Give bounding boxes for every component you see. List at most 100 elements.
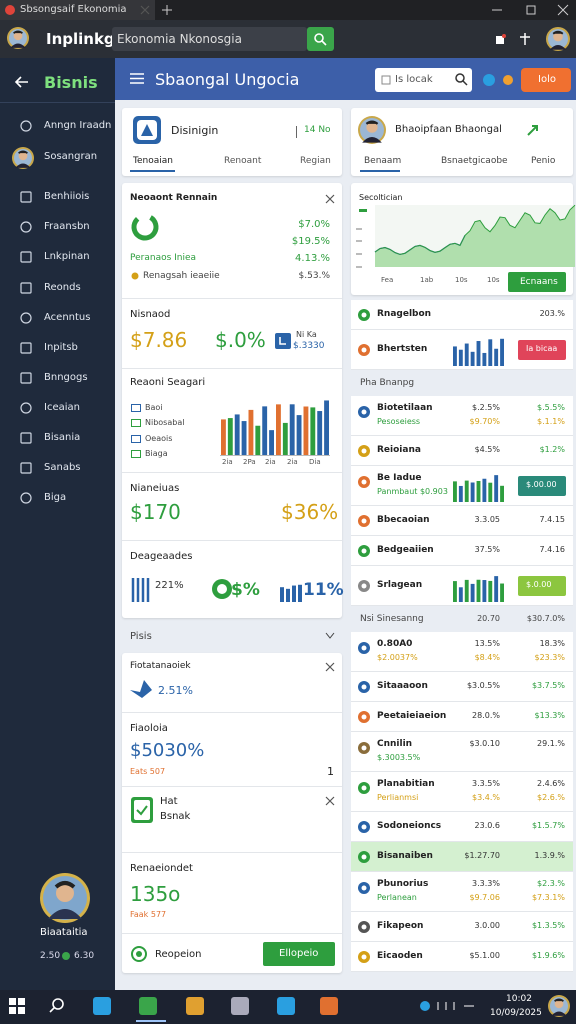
close-icon[interactable]	[140, 5, 150, 15]
list-row[interactable]	[351, 672, 573, 702]
row-button[interactable]	[518, 340, 566, 360]
tab[interactable]: Bsnaetgicaobe	[441, 156, 508, 166]
maximize[interactable]	[526, 5, 536, 15]
chart-button[interactable]	[508, 272, 566, 292]
nav-item[interactable]: Iceaian	[44, 402, 80, 413]
list-row[interactable]	[351, 536, 573, 566]
taskbar-app[interactable]	[277, 997, 295, 1015]
clock-date: 10/09/2025	[490, 1008, 542, 1018]
list-row[interactable]	[351, 506, 573, 536]
list-row[interactable]	[351, 732, 573, 772]
divider	[0, 102, 115, 103]
header	[115, 58, 576, 100]
big-value: $7.86	[130, 328, 188, 352]
close-window[interactable]	[557, 4, 569, 16]
list-row[interactable]	[351, 436, 573, 466]
row-button[interactable]	[518, 576, 566, 596]
nav-item[interactable]: Bisania	[44, 432, 81, 443]
search-icon	[314, 33, 327, 46]
value: 3.0.00	[474, 921, 500, 930]
taskbar-app[interactable]	[231, 997, 249, 1015]
button-label: Ellopeio	[279, 948, 319, 959]
trend-icon	[527, 125, 538, 136]
tab[interactable]: Benaam	[364, 156, 402, 166]
list-row[interactable]	[351, 300, 573, 330]
header-button[interactable]	[521, 68, 571, 92]
legend-swatch	[131, 435, 141, 443]
list-row[interactable]	[351, 912, 573, 942]
divider	[122, 852, 342, 853]
nav-item[interactable]: Sosangran	[44, 151, 98, 162]
field-icon	[381, 75, 391, 85]
row-icon	[358, 742, 370, 754]
list-heading: Nsi Sinesanng	[360, 614, 424, 624]
search-button[interactable]	[307, 27, 334, 51]
taskbar-app[interactable]	[186, 997, 204, 1015]
stat: 14 No	[304, 125, 331, 135]
button-label: Iolo	[538, 74, 556, 85]
notification-icon[interactable]	[496, 34, 506, 44]
collapse-icon[interactable]	[325, 632, 335, 639]
close-icon[interactable]	[325, 796, 335, 806]
taskbar-app[interactable]	[139, 997, 157, 1015]
list-row[interactable]	[351, 396, 573, 436]
value: $19.5%	[291, 236, 330, 247]
row-label: Sitaaaoon	[377, 681, 428, 691]
list-row[interactable]	[351, 772, 573, 812]
address-field[interactable]	[112, 27, 307, 51]
value: $.53.%	[298, 271, 330, 281]
value: $3.7.5%	[531, 681, 565, 690]
nav-item[interactable]: Anngn Iraadn	[44, 120, 112, 131]
close-icon[interactable]	[325, 662, 335, 672]
tab[interactable]: Regian	[300, 156, 331, 166]
row-icon	[358, 921, 370, 933]
back-button[interactable]	[14, 76, 28, 88]
row-icon	[358, 642, 370, 654]
nav-item[interactable]: Reonds	[44, 282, 81, 293]
new-tab[interactable]	[162, 5, 172, 15]
value: 1.3.9.%	[534, 851, 566, 860]
minimize[interactable]	[492, 5, 502, 15]
avatar	[12, 147, 34, 169]
tab[interactable]: Tenoaian	[133, 156, 173, 166]
value: 3.3.5%	[472, 779, 500, 788]
nav-item[interactable]: Lnkpinan	[44, 251, 90, 262]
nav-item[interactable]: Inpitsb	[44, 342, 78, 353]
nav-item[interactable]: Sanabs	[44, 462, 81, 473]
row-button[interactable]	[518, 476, 566, 496]
row-icon	[358, 515, 370, 527]
primary-button[interactable]	[263, 942, 335, 966]
taskbar-search[interactable]	[49, 998, 64, 1013]
value: 13.5%	[474, 639, 500, 648]
tab[interactable]: Penio	[531, 156, 556, 166]
start-button[interactable]	[9, 998, 25, 1014]
big-value: $36%	[281, 500, 339, 524]
row-label: Pbunorius	[377, 879, 429, 889]
taskbar-app[interactable]	[320, 997, 338, 1015]
nav-item[interactable]: Benhiiois	[44, 191, 90, 202]
browser-tab[interactable]	[0, 0, 155, 20]
nav-item[interactable]: Biga	[44, 492, 67, 503]
list-row[interactable]	[351, 632, 573, 672]
list-row[interactable]	[351, 872, 573, 912]
list-row[interactable]	[351, 702, 573, 732]
radio[interactable]	[131, 946, 147, 962]
row-sub: Perlanean	[377, 893, 417, 902]
nav-item[interactable]: Bnngogs	[44, 372, 88, 383]
list-row[interactable]	[351, 842, 573, 872]
nav-item[interactable]: Acenntus	[44, 312, 91, 323]
profile-avatar	[40, 873, 90, 923]
value: $30.7.0%	[526, 614, 565, 623]
value: $9.7.06	[469, 893, 500, 902]
tool-icon[interactable]	[520, 33, 530, 45]
nav-item[interactable]: Fraansbn	[44, 221, 90, 232]
nav-icon	[20, 492, 32, 504]
list-row[interactable]	[351, 812, 573, 842]
menu-button[interactable]	[130, 73, 144, 84]
list-row[interactable]	[351, 942, 573, 972]
taskbar-app[interactable]	[93, 997, 111, 1015]
post-title: Fiotatanaoiek	[130, 661, 191, 671]
tab[interactable]: Renoant	[224, 156, 262, 166]
value: 203.%	[539, 309, 565, 318]
close-icon[interactable]	[325, 194, 335, 204]
